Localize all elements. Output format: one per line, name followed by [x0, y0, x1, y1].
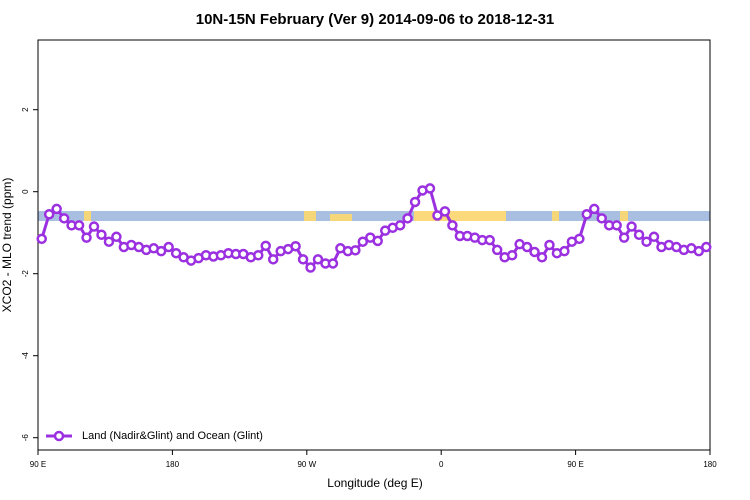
data-point [88, 221, 100, 232]
data-point [439, 206, 451, 217]
data-point [596, 213, 607, 224]
data-point [701, 241, 712, 253]
x-axis-label: Longitude (deg E) [327, 476, 422, 490]
x-tick-label: 0 [439, 460, 444, 469]
data-point [447, 220, 458, 231]
data-point [536, 252, 548, 263]
data-point [693, 245, 705, 257]
data-point [170, 247, 182, 259]
data-point [163, 241, 174, 253]
data-point [559, 245, 570, 257]
x-tick-label: 90 E [567, 460, 583, 469]
land-ocean-strip [38, 211, 710, 221]
y-tick-label: -6 [21, 434, 30, 442]
legend-marker [53, 430, 65, 442]
y-tick-label: -2 [21, 270, 30, 278]
data-point [506, 250, 518, 261]
data-point [297, 254, 309, 265]
data-point [402, 213, 413, 224]
data-point [394, 220, 406, 231]
data-point [111, 231, 122, 243]
data-point [581, 209, 593, 220]
data-point [618, 232, 630, 243]
data-point [327, 258, 339, 269]
data-point [641, 236, 652, 247]
data-point [611, 220, 622, 231]
data-point [544, 239, 555, 251]
data-point [574, 233, 585, 245]
x-tick-label: 180 [166, 460, 180, 469]
data-point [648, 231, 660, 243]
data-point [36, 233, 47, 245]
data-point [51, 203, 62, 215]
x-tick-label: 90 E [30, 460, 46, 469]
data-point [155, 245, 167, 257]
data-point [357, 236, 369, 247]
data-point [484, 234, 495, 246]
data-point [305, 262, 316, 273]
y-axis-label: XCO2 - MLO trend (ppm) [0, 178, 14, 313]
data-point [73, 220, 85, 231]
y-tick-label: 0 [21, 189, 30, 194]
data-point [424, 183, 436, 194]
data-point [58, 213, 70, 224]
data-point [312, 254, 324, 265]
data-point [260, 240, 271, 252]
x-tick-label: 180 [703, 460, 717, 469]
data-point [253, 250, 264, 261]
chart-title: 10N-15N February (Ver 9) 2014-09-06 to 2… [196, 11, 555, 28]
data-point [409, 196, 421, 208]
legend-label: Land (Nadir&Glint) and Ocean (Glint) [82, 430, 263, 442]
data-point [372, 235, 383, 247]
data-point [491, 244, 503, 256]
data-point [350, 245, 361, 256]
y-tick-label: 2 [21, 107, 30, 112]
y-tick-label: -4 [21, 352, 30, 360]
data-point [521, 241, 533, 253]
data-point [290, 240, 301, 252]
data-point [529, 246, 540, 258]
data-point [432, 210, 443, 221]
data-point [96, 229, 107, 240]
data-point [81, 232, 92, 243]
data-point [626, 221, 637, 232]
data-point [633, 229, 645, 240]
data-point [103, 236, 115, 247]
x-tick-label: 90 W [297, 460, 316, 469]
data-point [43, 209, 55, 220]
data-point [589, 203, 600, 215]
data-point [267, 254, 279, 265]
